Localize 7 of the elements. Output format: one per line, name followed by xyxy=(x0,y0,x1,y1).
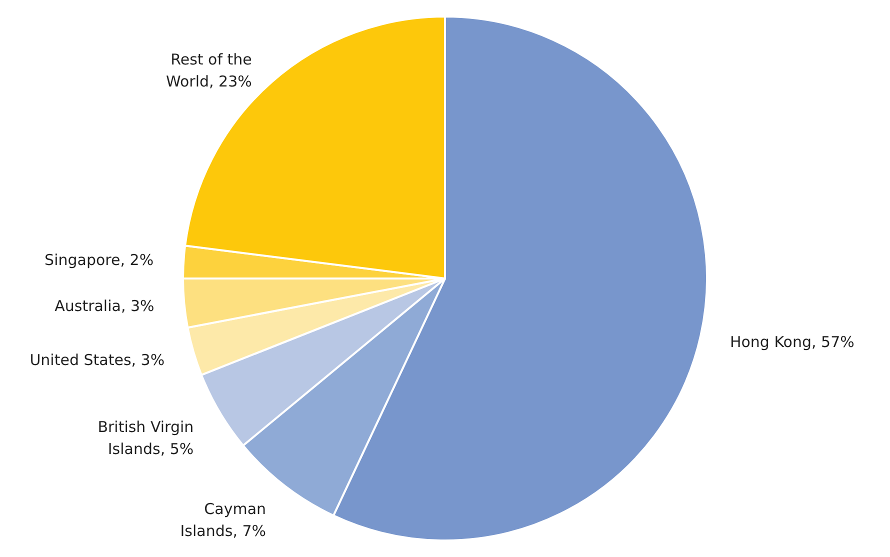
slice-label: Singapore, 2% xyxy=(44,251,154,270)
slice-label: Rest of the World, 23% xyxy=(166,50,252,90)
slice-label: Cayman Islands, 7% xyxy=(180,500,266,540)
slice-label: United States, 3% xyxy=(30,350,165,369)
slice-label: Hong Kong, 57% xyxy=(730,333,854,352)
slice-label: Australia, 3% xyxy=(54,296,154,315)
slice-label: British Virgin Islands, 5% xyxy=(98,418,194,458)
